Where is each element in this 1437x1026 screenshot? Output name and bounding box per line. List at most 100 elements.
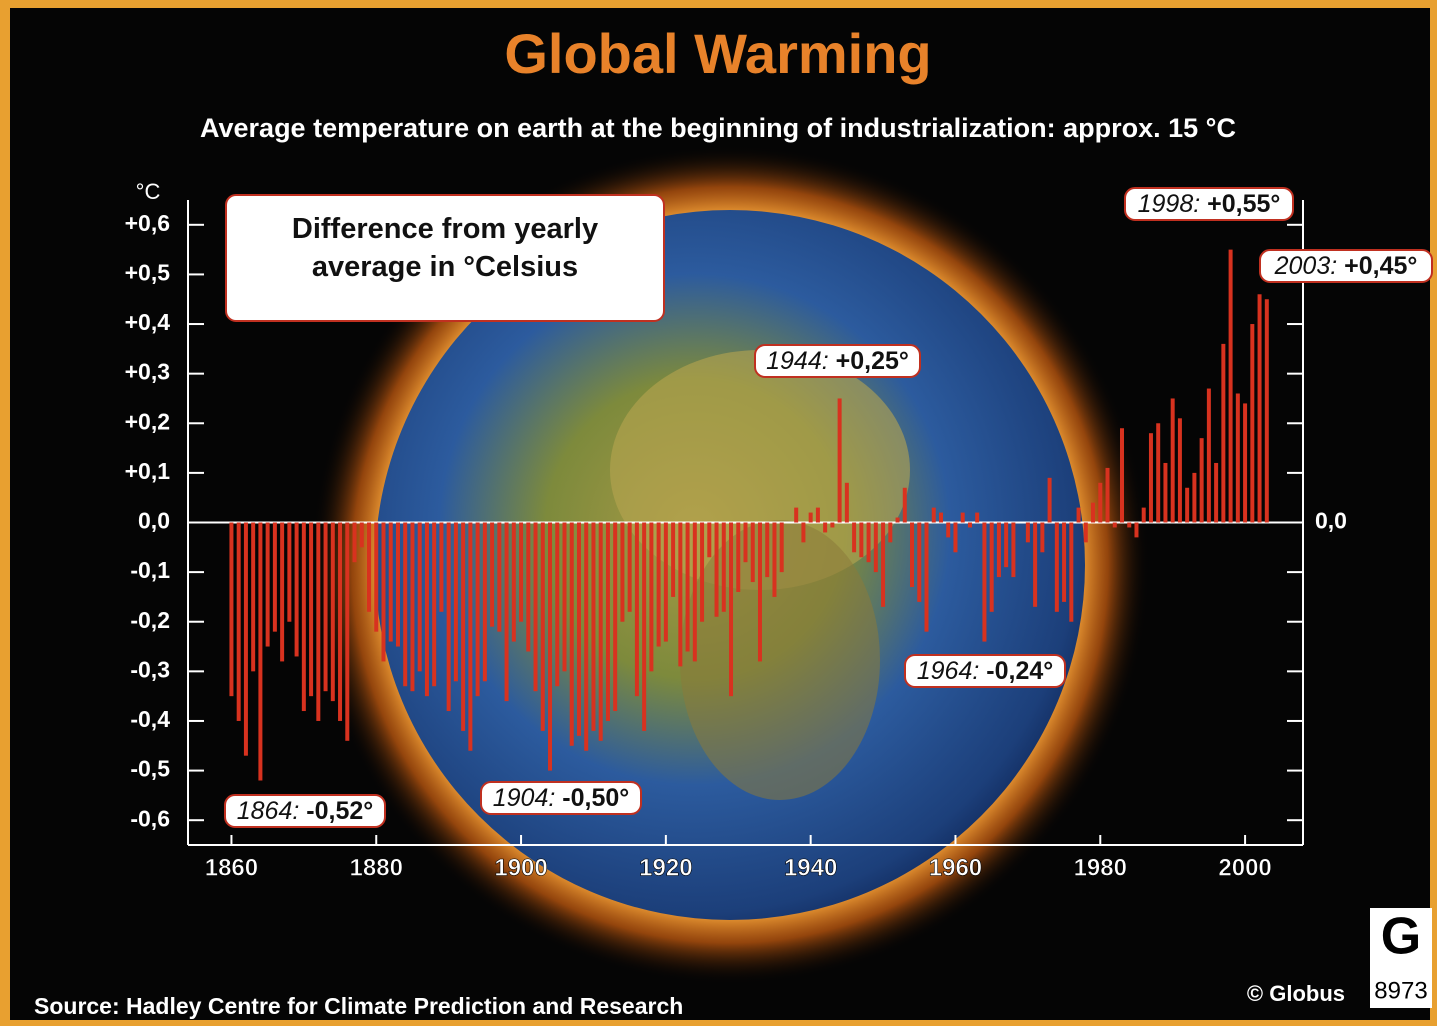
bar <box>1119 428 1124 523</box>
annotation: 2003: +0,45° <box>1274 252 1418 280</box>
bar <box>294 522 299 657</box>
bar <box>700 522 705 622</box>
legend-box-text: Difference from yearly average in °Celsi… <box>292 213 598 283</box>
bar <box>642 522 647 731</box>
bar <box>946 522 951 538</box>
chart-title: Global Warming <box>504 22 931 85</box>
annotation-box <box>1124 187 1294 221</box>
bar <box>989 522 994 612</box>
bar <box>243 522 248 756</box>
bar <box>815 507 820 523</box>
bar <box>504 522 509 702</box>
bar <box>982 522 987 642</box>
bar <box>678 522 683 667</box>
annotation-value: -0,50° <box>562 784 629 812</box>
bar <box>301 522 306 712</box>
bar <box>1083 522 1088 543</box>
bar <box>410 522 415 692</box>
annotation-value: -0,24° <box>986 657 1053 685</box>
y-tick-label: +0,5 <box>125 260 171 286</box>
annotation-value: +0,55° <box>1207 190 1280 218</box>
bar <box>736 522 741 592</box>
bar <box>1025 522 1030 543</box>
bar <box>837 398 842 523</box>
bar <box>1047 477 1052 523</box>
bar <box>251 522 256 672</box>
bar <box>309 522 314 697</box>
bar <box>1177 418 1182 523</box>
bar <box>1112 522 1117 528</box>
bar <box>707 522 712 558</box>
bar <box>938 512 943 523</box>
bar <box>576 522 581 736</box>
bar <box>1163 462 1168 523</box>
plot: +0,6 +0,5 +0,4 +0,3 +0,2 +0,1 0,0 -0,1 -0,2 -0,3 -… <box>125 187 1433 882</box>
annotation-year: 1998: <box>1138 190 1201 218</box>
bar <box>229 522 234 697</box>
bar <box>1185 487 1190 523</box>
bar <box>772 522 777 597</box>
bar <box>605 522 610 721</box>
bar <box>591 522 596 731</box>
subtitle: Average temperature on earth at the begi… <box>200 113 1236 143</box>
annotation-year: 1864: <box>237 797 300 825</box>
bar <box>338 522 343 721</box>
bar <box>1134 522 1139 538</box>
bar <box>620 522 625 622</box>
y-tick-label: -0,6 <box>130 805 170 831</box>
bar <box>859 522 864 558</box>
bar <box>1098 482 1103 523</box>
bar <box>1214 462 1219 523</box>
bar <box>873 522 878 573</box>
bar <box>1148 433 1153 523</box>
bar <box>374 522 379 632</box>
bar <box>808 512 813 523</box>
bar <box>562 522 567 672</box>
code: 8973 <box>1374 977 1427 1004</box>
annotation: 1944: +0,25° <box>766 347 909 375</box>
bar <box>750 522 755 583</box>
bar <box>1076 507 1081 523</box>
bar <box>866 522 871 563</box>
x-tick-label: 1880 <box>350 854 403 881</box>
annotation-value: +0,45° <box>1344 252 1417 280</box>
bar <box>367 522 372 612</box>
annotation: 1904: -0,50° <box>493 784 630 812</box>
bar <box>649 522 654 672</box>
bar <box>424 522 429 697</box>
annotation-year: 1904: <box>493 784 556 812</box>
bar <box>844 482 849 523</box>
bar <box>779 522 784 573</box>
bar <box>902 487 907 523</box>
bar <box>1062 522 1067 602</box>
bar <box>1127 522 1132 528</box>
bar <box>1206 388 1211 523</box>
bar <box>526 522 531 652</box>
bar <box>265 522 270 647</box>
bar <box>1235 393 1240 523</box>
bar <box>497 522 502 632</box>
bar <box>482 522 487 682</box>
annotation-box <box>1259 249 1433 283</box>
bar <box>381 522 386 662</box>
bar <box>1105 467 1110 523</box>
annotation-box <box>224 794 386 828</box>
x-tick-label: 1980 <box>1074 854 1127 881</box>
bar <box>743 522 748 563</box>
bar <box>533 522 538 692</box>
logo-box <box>1370 908 1432 1008</box>
bar <box>960 512 965 523</box>
y-tick-label: -0,5 <box>130 756 170 782</box>
logo: G <box>1381 908 1421 966</box>
y-tick-label: -0,2 <box>130 607 170 633</box>
y-tick-label: -0,1 <box>130 557 170 583</box>
annotation-year: 1944: <box>766 347 829 375</box>
bar <box>236 522 241 721</box>
bar <box>634 522 639 697</box>
bar <box>323 522 328 692</box>
bar <box>888 522 893 543</box>
y-tick-label: +0,6 <box>125 210 170 236</box>
legend-box <box>225 194 665 322</box>
bar <box>924 522 929 632</box>
